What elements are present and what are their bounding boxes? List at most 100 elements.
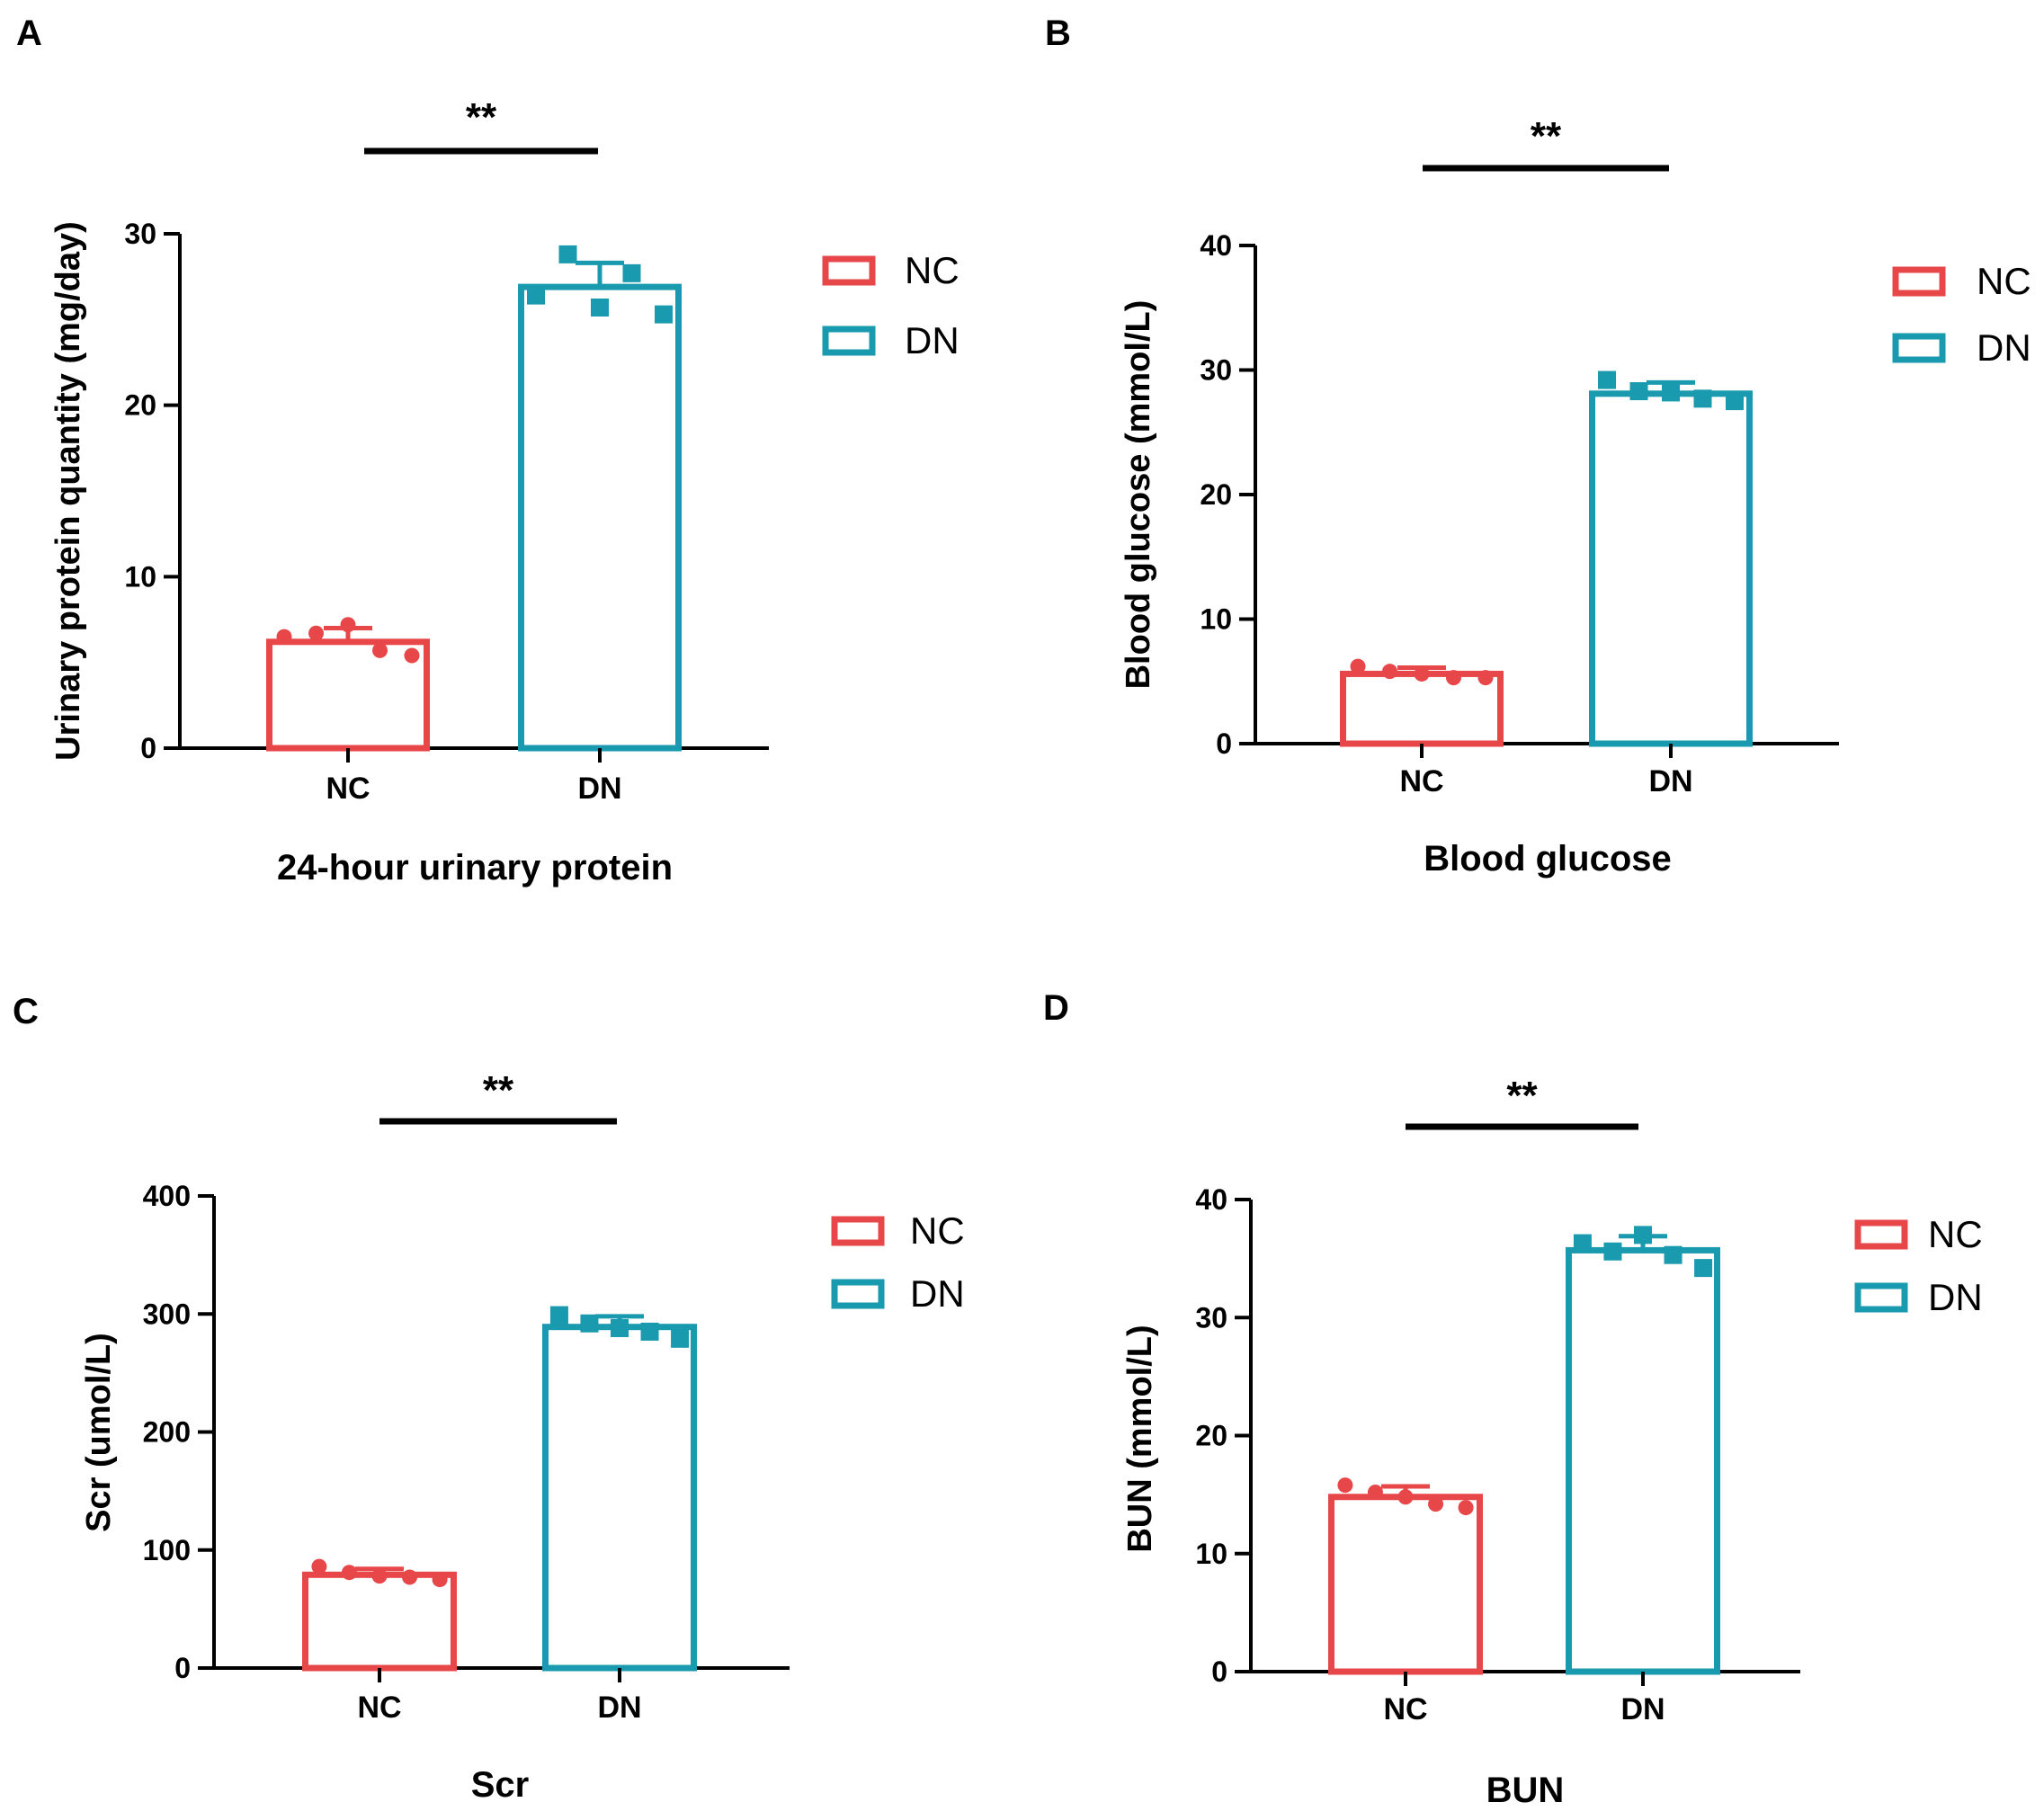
data-point-dn	[1725, 392, 1744, 411]
y-tick-label: 0	[1211, 1655, 1227, 1688]
significance-stars: **	[483, 1068, 514, 1112]
bar-dn	[542, 1324, 697, 1672]
y-tick-label: 0	[174, 1652, 191, 1684]
chart-title: BUN	[1486, 1771, 1565, 1810]
bar-dn	[518, 283, 682, 752]
data-point-nc	[308, 625, 325, 641]
x-tick-label: DN	[1620, 1692, 1665, 1726]
chart-title: Blood glucose	[1424, 839, 1672, 879]
data-point-dn	[1573, 1234, 1592, 1253]
x-tick-label: DN	[577, 772, 621, 806]
legend-swatch-nc	[1892, 266, 1946, 297]
data-point-nc	[1397, 1489, 1414, 1505]
legend-swatch-dn	[822, 326, 876, 356]
data-point-dn	[1693, 389, 1712, 408]
data-point-nc	[276, 629, 292, 645]
data-point-nc	[1367, 1485, 1383, 1500]
data-point-dn	[1603, 1242, 1622, 1261]
significance-stars: **	[1531, 114, 1562, 158]
y-tick-label: 300	[143, 1298, 191, 1330]
y-tick-label: 30	[1195, 1301, 1227, 1334]
data-point-nc	[341, 1565, 357, 1581]
legend-label-nc: NC	[910, 1209, 965, 1252]
y-axis-title: Blood glucose (mmol/L)	[1120, 300, 1157, 690]
data-point-nc	[432, 1572, 448, 1588]
legend-swatch-nc	[831, 1216, 885, 1246]
chart-title: Scr	[471, 1765, 530, 1805]
bar-nc	[302, 1571, 457, 1672]
bar-dn	[1566, 1246, 1720, 1675]
panel-a: A 0 10 20 30 Urinary protein quantity (mg/day…	[16, 13, 960, 888]
legend-label-nc: NC	[1928, 1213, 1983, 1255]
x-tick-label: NC	[1383, 1692, 1427, 1726]
data-point-nc	[311, 1558, 327, 1575]
y-axis-title: Urinary protein quantity (mg/day)	[49, 221, 87, 761]
data-point-nc	[340, 617, 356, 633]
legend-label-nc: NC	[905, 249, 960, 291]
y-tick-label: 20	[1200, 478, 1232, 511]
chart-title: 24-hour urinary protein	[277, 848, 673, 888]
y-axis-title: BUN (mmol/L)	[1121, 1325, 1159, 1552]
bar-nc	[1328, 1494, 1483, 1675]
data-point-dn	[1634, 1226, 1652, 1245]
legend-label-dn: DN	[910, 1272, 965, 1315]
panel-letter: A	[16, 13, 42, 53]
legend-swatch-dn	[1854, 1282, 1908, 1313]
data-point-dn	[1662, 383, 1680, 402]
data-point-nc	[371, 1568, 388, 1584]
data-point-nc	[1382, 664, 1398, 680]
legend-label-nc: NC	[1977, 260, 2031, 302]
legend-label-dn: DN	[905, 319, 960, 361]
data-point-dn	[549, 1306, 568, 1325]
y-tick-label: 30	[124, 218, 156, 250]
data-point-dn	[591, 298, 609, 317]
bar-dn	[1589, 390, 1753, 747]
x-tick-label: DN	[1648, 764, 1692, 798]
data-point-dn	[640, 1322, 659, 1341]
data-point-dn	[580, 1314, 599, 1333]
x-tick-label: DN	[597, 1691, 641, 1725]
y-tick-label: 0	[140, 732, 156, 764]
data-point-dn	[1598, 370, 1617, 389]
y-tick-label: 100	[143, 1534, 191, 1566]
data-point-nc	[1458, 1500, 1474, 1516]
y-tick-label: 10	[124, 560, 156, 593]
legend-swatch-nc	[1854, 1219, 1908, 1250]
data-point-dn	[558, 245, 577, 263]
data-point-nc	[1477, 670, 1494, 686]
bar-nc	[1340, 670, 1504, 747]
legend-swatch-dn	[1892, 333, 1946, 363]
legend-label-dn: DN	[1928, 1276, 1983, 1318]
panel-letter: B	[1045, 13, 1071, 53]
x-tick-label: NC	[357, 1691, 401, 1725]
data-point-nc	[1428, 1496, 1444, 1512]
significance-stars: **	[466, 95, 497, 139]
x-tick-label: NC	[326, 772, 370, 806]
data-point-nc	[1414, 665, 1430, 682]
y-tick-label: 10	[1200, 603, 1232, 636]
legend-swatch-dn	[831, 1279, 885, 1309]
data-point-nc	[1337, 1477, 1353, 1494]
y-tick-label: 40	[1200, 229, 1232, 262]
y-tick-label: 10	[1195, 1538, 1227, 1570]
significance-stars: **	[1506, 1074, 1538, 1118]
y-tick-label: 400	[143, 1180, 191, 1212]
y-tick-label: 30	[1200, 354, 1232, 387]
y-axis-title: Scr (umol/L)	[80, 1333, 118, 1532]
data-point-nc	[371, 642, 388, 658]
data-point-dn	[671, 1329, 690, 1348]
legend-label-dn: DN	[1977, 326, 2031, 369]
panel-c: C 0 100 200 300 400 Scr (umol/L) NC DN Scr ** NC DN	[13, 992, 965, 1805]
y-tick-label: 20	[1195, 1420, 1227, 1452]
y-tick-label: 40	[1195, 1183, 1227, 1216]
panel-d: D 0 10 20 30 40 BUN (mmol/L) NC DN BUN ** NC DN	[1043, 988, 1983, 1810]
data-point-dn	[1664, 1245, 1683, 1264]
panel-letter: D	[1043, 988, 1069, 1028]
x-tick-label: NC	[1399, 764, 1443, 798]
y-tick-label: 0	[1216, 727, 1232, 760]
data-point-nc	[404, 647, 420, 664]
data-point-nc	[1445, 670, 1461, 686]
data-point-dn	[527, 286, 546, 305]
data-point-dn	[622, 263, 641, 282]
